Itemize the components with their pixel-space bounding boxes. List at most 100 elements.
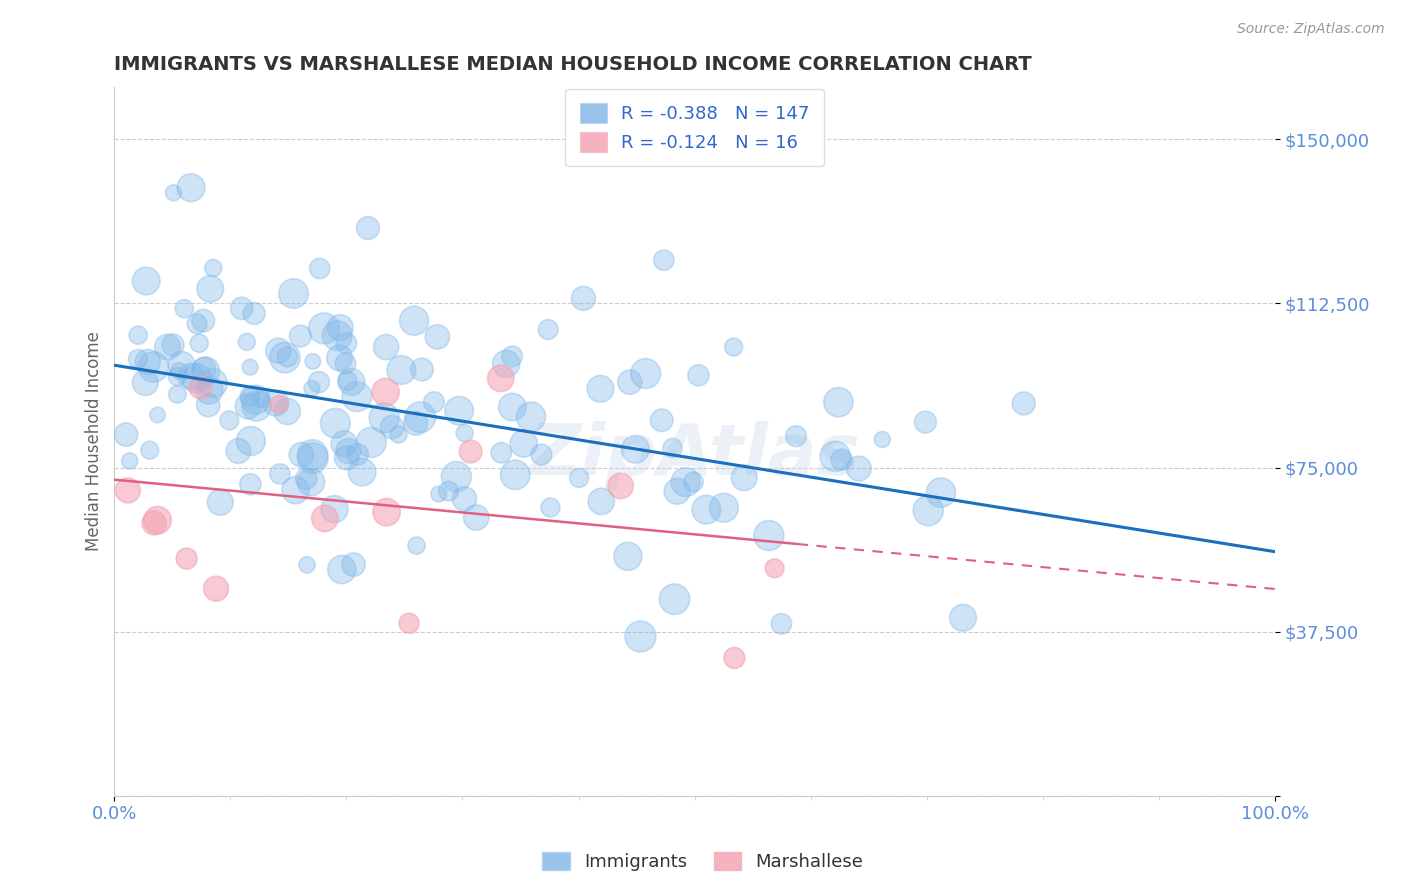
Point xyxy=(387,427,409,442)
Point xyxy=(336,374,359,388)
Point xyxy=(330,562,353,576)
Point xyxy=(426,330,449,344)
Point xyxy=(269,467,291,481)
Point xyxy=(276,350,298,364)
Point xyxy=(465,510,488,524)
Text: IMMIGRANTS VS MARSHALLESE MEDIAN HOUSEHOLD INCOME CORRELATION CHART: IMMIGRANTS VS MARSHALLESE MEDIAN HOUSEHO… xyxy=(114,55,1032,74)
Point xyxy=(405,417,427,431)
Point xyxy=(848,461,870,475)
Point xyxy=(231,301,253,316)
Point xyxy=(501,400,523,414)
Point xyxy=(135,274,157,288)
Point xyxy=(675,475,697,490)
Point xyxy=(342,558,364,572)
Point xyxy=(267,397,290,411)
Point xyxy=(495,357,517,371)
Point xyxy=(630,630,652,644)
Point xyxy=(530,448,553,462)
Legend: R = -0.388   N = 147, R = -0.124   N = 16: R = -0.388 N = 147, R = -0.124 N = 16 xyxy=(565,88,824,167)
Point xyxy=(276,404,298,418)
Point xyxy=(398,616,420,631)
Point xyxy=(664,592,686,607)
Point xyxy=(239,360,262,375)
Point xyxy=(239,434,262,448)
Point xyxy=(460,444,482,458)
Point xyxy=(329,320,352,334)
Point xyxy=(193,362,215,376)
Point xyxy=(374,385,396,400)
Point xyxy=(872,433,894,447)
Point xyxy=(156,340,179,354)
Point xyxy=(914,415,936,429)
Point xyxy=(170,358,193,372)
Point xyxy=(617,549,640,564)
Point xyxy=(250,392,273,407)
Point xyxy=(337,444,360,458)
Point xyxy=(1012,396,1035,410)
Point xyxy=(666,484,689,499)
Point xyxy=(411,362,433,376)
Point xyxy=(186,371,208,385)
Point xyxy=(205,582,228,596)
Point xyxy=(308,375,330,389)
Point xyxy=(162,338,184,352)
Point xyxy=(357,221,380,235)
Point xyxy=(162,186,184,200)
Point xyxy=(713,500,735,515)
Point xyxy=(193,313,215,327)
Point xyxy=(290,329,312,343)
Point xyxy=(375,340,398,354)
Point xyxy=(243,306,266,320)
Point xyxy=(453,491,475,506)
Point xyxy=(381,420,404,434)
Point xyxy=(682,475,704,489)
Point xyxy=(166,387,188,401)
Point xyxy=(830,452,852,467)
Point xyxy=(520,409,543,424)
Point xyxy=(591,494,613,508)
Point xyxy=(572,291,595,305)
Point xyxy=(246,399,269,413)
Point xyxy=(824,450,846,464)
Point xyxy=(346,447,368,461)
Point xyxy=(512,436,534,450)
Point xyxy=(333,436,356,450)
Point xyxy=(402,314,425,328)
Point xyxy=(299,475,322,489)
Point xyxy=(449,403,471,417)
Point xyxy=(340,375,363,389)
Point xyxy=(568,471,591,485)
Point xyxy=(634,367,657,381)
Point xyxy=(323,416,346,430)
Point xyxy=(389,363,412,377)
Point xyxy=(427,487,450,501)
Point xyxy=(312,321,335,335)
Point xyxy=(295,558,318,572)
Point xyxy=(409,410,432,425)
Point xyxy=(651,413,673,427)
Point xyxy=(173,301,195,316)
Point xyxy=(314,511,336,525)
Point xyxy=(491,446,513,460)
Point xyxy=(375,505,398,519)
Text: ZipAtlas: ZipAtlas xyxy=(529,421,860,490)
Point xyxy=(360,435,382,450)
Point xyxy=(209,495,232,509)
Point xyxy=(336,450,359,465)
Point xyxy=(166,369,188,384)
Point xyxy=(723,340,745,354)
Point xyxy=(236,399,259,413)
Point xyxy=(695,502,717,516)
Point xyxy=(723,651,745,665)
Point xyxy=(688,368,710,383)
Point xyxy=(624,442,647,457)
Point xyxy=(283,286,305,301)
Point xyxy=(167,364,190,378)
Point xyxy=(538,500,561,515)
Point xyxy=(245,392,267,407)
Point xyxy=(301,382,323,396)
Point xyxy=(437,484,460,499)
Point xyxy=(503,467,526,482)
Point xyxy=(346,390,368,404)
Point xyxy=(301,448,323,462)
